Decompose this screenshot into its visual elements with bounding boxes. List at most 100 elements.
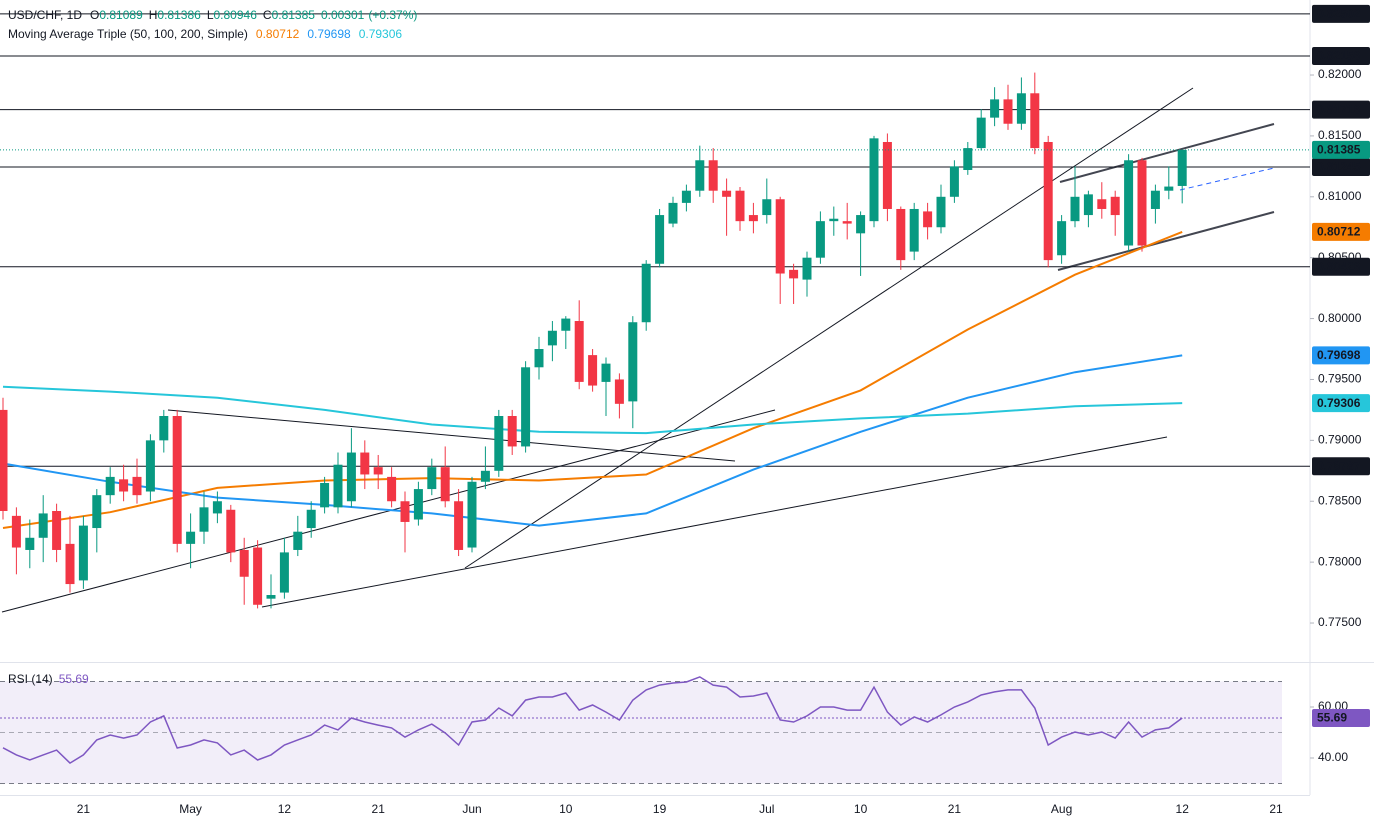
trend-line	[1, 409, 776, 613]
ohlc-key: C	[263, 8, 272, 22]
candle-body	[306, 509, 316, 529]
candle-body	[78, 525, 88, 581]
ohlc-value: 0.80946	[214, 8, 258, 22]
candle-body	[0, 409, 8, 511]
trend-lines	[1, 87, 1194, 613]
y-tick-label: 0.79000	[1318, 433, 1362, 447]
ohlc-key: L	[207, 8, 214, 22]
candle-body	[105, 476, 115, 496]
candle-body	[815, 221, 825, 258]
candle-body	[266, 595, 276, 599]
price-label: 0.79698	[1317, 348, 1361, 362]
candle-body	[1083, 194, 1093, 216]
price-label-bg	[1312, 457, 1370, 476]
trend-line	[464, 87, 1194, 569]
indicator-name: Moving Average Triple (50, 100, 200, Sim…	[8, 27, 248, 41]
price-label-bg	[1312, 346, 1370, 365]
candle-body	[802, 257, 812, 280]
candle-body	[454, 501, 464, 550]
candle-body	[387, 476, 397, 502]
candle-body	[1070, 196, 1080, 222]
x-tick-label: 21	[948, 802, 962, 816]
candle-body	[1097, 199, 1107, 209]
ma-value: 0.79698	[307, 27, 351, 41]
candle-body	[279, 552, 289, 593]
x-tick-label: 21	[372, 802, 386, 816]
candle-body	[681, 190, 691, 203]
candle-body	[199, 507, 209, 532]
candle-body	[360, 452, 370, 475]
candle-body	[253, 547, 263, 605]
ma-value: 0.80712	[256, 27, 300, 41]
y-tick-label: 0.81500	[1318, 128, 1362, 142]
candle-body	[748, 215, 758, 222]
x-tick-label: Jun	[462, 802, 481, 816]
candle-body	[909, 208, 919, 252]
candle-body	[226, 509, 236, 553]
price-label-bg	[1312, 257, 1370, 276]
candle-body	[1150, 190, 1160, 209]
candle-body	[614, 379, 624, 404]
candle-body	[976, 117, 986, 149]
y-tick-label: 0.79500	[1318, 372, 1362, 386]
y-tick-label: 0.78000	[1318, 554, 1362, 568]
legend-header: USD/CHF, 1D O0.81089 H0.81386 L0.80946 C0.81…	[8, 8, 417, 22]
channel-line	[1057, 211, 1275, 271]
rsi-value: 55.69	[59, 672, 89, 686]
plot-area: 0.77500 0.78000 0.78500 0.79000 0.79500 0.800…	[0, 4, 1370, 816]
candle-body	[936, 196, 946, 228]
price-label-bg	[1312, 222, 1370, 241]
candle-body	[547, 330, 557, 346]
candle-body	[789, 269, 799, 279]
channel-line	[1059, 123, 1275, 183]
change: 0.00301	[321, 8, 365, 22]
candle-body	[990, 99, 1000, 118]
candle-body	[896, 208, 906, 261]
candle-body	[949, 166, 959, 197]
ohlc-value: 0.81385	[272, 8, 316, 22]
candle-body	[1164, 186, 1174, 191]
candle-body	[1043, 141, 1053, 261]
rsi-title: RSI (14)	[8, 672, 53, 686]
candle-body	[856, 215, 866, 234]
candle-body	[882, 141, 892, 209]
y-tick-label: 0.77500	[1318, 615, 1362, 629]
candle-body	[440, 467, 450, 502]
candle-body	[1003, 99, 1013, 124]
x-tick-label: Aug	[1051, 802, 1072, 816]
candle-body	[601, 363, 611, 382]
candle-body	[963, 148, 973, 171]
ohlc-value: 0.81089	[99, 8, 143, 22]
candle-body	[735, 190, 745, 222]
candle-body	[521, 367, 531, 447]
price-label: 0.80426	[1317, 259, 1361, 273]
candle-body	[413, 489, 423, 520]
ohlc-value: 0.81386	[157, 8, 201, 22]
ohlc-key: O	[90, 8, 99, 22]
candle-body	[534, 349, 544, 368]
candle-body	[1110, 196, 1120, 216]
price-label: 0.82502	[1317, 7, 1361, 21]
rsi-legend: RSI (14) 55.69	[8, 672, 89, 686]
candle-body	[1016, 93, 1026, 124]
price-label: 55.69	[1317, 711, 1347, 725]
candle-body	[1124, 160, 1134, 246]
candle-body	[507, 416, 517, 447]
candle-body	[212, 501, 222, 514]
candle-body	[655, 215, 665, 264]
y-tick-label: 0.80000	[1318, 311, 1362, 325]
candle-body	[400, 501, 410, 522]
x-tick-label: Jul	[759, 802, 774, 816]
price-label: 0.79306	[1317, 396, 1361, 410]
x-tick-label: 12	[278, 802, 292, 816]
candle-body	[25, 537, 35, 550]
candle-body	[668, 202, 678, 224]
price-label-bg	[1312, 4, 1370, 23]
ma-value: 0.79306	[359, 27, 403, 41]
x-tick-label: 19	[653, 802, 667, 816]
price-label-bg	[1312, 708, 1370, 727]
candle-body	[1137, 160, 1147, 246]
price-label-bg	[1312, 394, 1370, 413]
